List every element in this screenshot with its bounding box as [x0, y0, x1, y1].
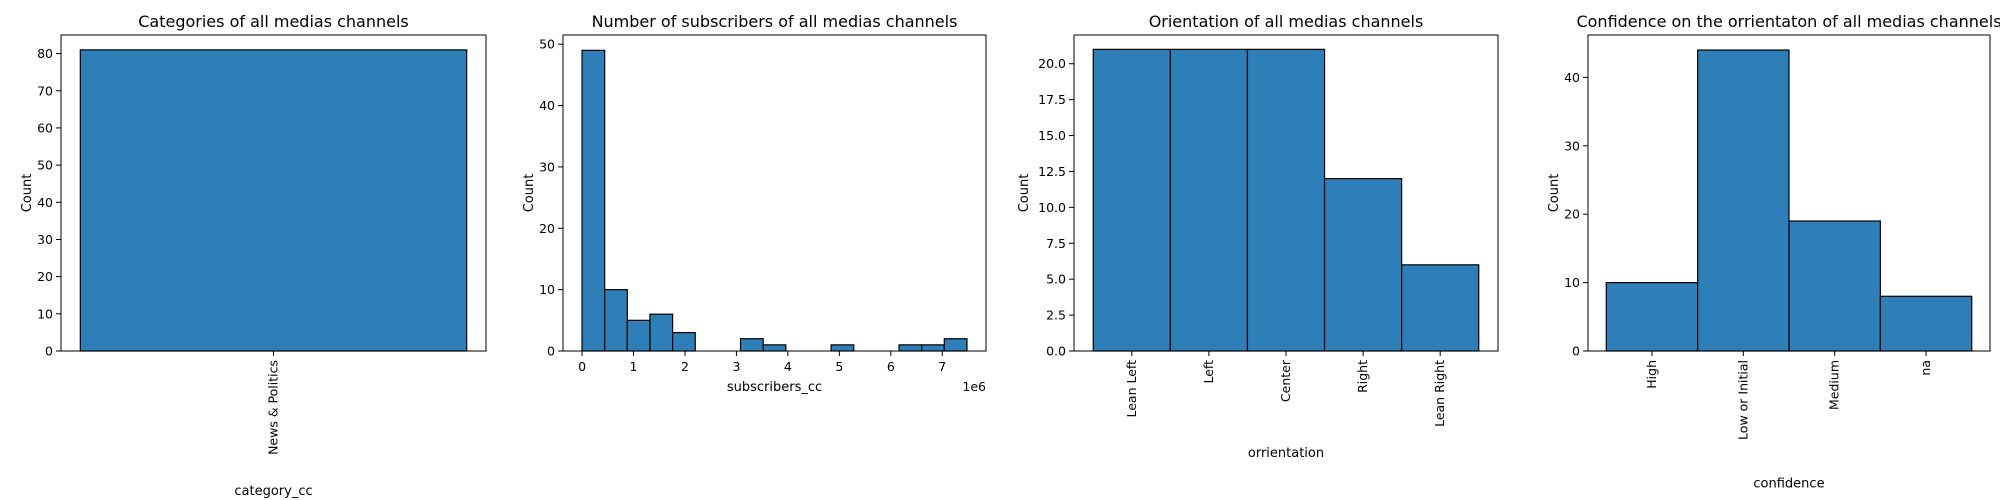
y-tick-label: 5.0: [1046, 272, 1066, 287]
y-tick-label: 10: [539, 282, 555, 297]
bar: [762, 344, 787, 352]
bar: [626, 319, 651, 352]
x-axis-label: confidence: [1753, 476, 1824, 491]
bar: [649, 313, 674, 352]
y-tick-label: 50: [539, 37, 555, 52]
y-tick-label: 0.0: [1046, 344, 1066, 359]
x-tick-label: Lean Right: [1432, 360, 1447, 427]
y-tick-label: 30: [539, 159, 555, 174]
bar: [1169, 48, 1249, 352]
x-axis-label: subscribers_cc: [727, 380, 822, 395]
y-tick-label: 60: [37, 120, 53, 135]
axes-frame: [60, 34, 487, 352]
y-tick-label: 40: [1564, 70, 1580, 85]
y-tick-label: 10.0: [1038, 200, 1066, 215]
x-tick-label: 2: [681, 359, 689, 374]
x-axis-label: orrientation: [1248, 446, 1324, 461]
bar: [79, 49, 468, 352]
bar: [1879, 295, 1973, 352]
y-axis-label: Count: [522, 174, 537, 213]
y-tick-label: 7.5: [1046, 236, 1066, 251]
y-tick-label: 20.0: [1038, 56, 1066, 71]
x-tick-label: 4: [784, 359, 792, 374]
bar: [943, 338, 968, 352]
y-tick-label: 12.5: [1038, 164, 1066, 179]
x-offset-label: 1e6: [962, 379, 986, 394]
y-tick-label: 17.5: [1038, 92, 1066, 107]
x-tick-label: 0: [578, 359, 586, 374]
axes-frame: [562, 34, 987, 352]
y-tick-label: 10: [37, 306, 53, 321]
y-tick-label: 2.5: [1046, 308, 1066, 323]
y-tick-label: 70: [37, 83, 53, 98]
y-tick-label: 0: [547, 344, 555, 359]
chart-2: 0 1 2 3 4 5 6 7 1e6 subscribers_cc 0 10 20 30 40 50 Coun…: [522, 12, 987, 395]
y-tick-label: 30: [1564, 138, 1580, 153]
bar: [1246, 48, 1326, 352]
x-tick-label: News & Politics: [266, 360, 281, 455]
chart-4: High Low or Initial Medium na confidence 0 10 2…: [1547, 12, 2000, 491]
y-tick-label: 20: [1564, 207, 1580, 222]
chart-title: Number of subscribers of all medias chan…: [592, 12, 958, 31]
x-tick-label: 7: [938, 359, 946, 374]
axes-frame: [1587, 34, 1991, 352]
y-tick-label: 30: [37, 232, 53, 247]
x-tick-label: Lean Left: [1124, 360, 1139, 418]
x-tick-label: Right: [1355, 360, 1370, 393]
x-tick-label: 5: [835, 359, 843, 374]
x-tick-label: 3: [732, 359, 740, 374]
y-tick-label: 40: [37, 195, 53, 210]
y-tick-label: 50: [37, 158, 53, 173]
bar: [830, 344, 855, 352]
chart-title: Confidence on the orrientaton of all med…: [1576, 12, 2000, 31]
y-axis-label: Count: [20, 174, 35, 213]
axes-frame: [1073, 34, 1499, 352]
y-tick-label: 20: [37, 269, 53, 284]
bar: [921, 344, 945, 352]
bar: [1605, 282, 1699, 352]
x-tick-label: Center: [1278, 359, 1293, 402]
y-tick-label: 80: [37, 46, 53, 61]
x-tick-label: Low or Initial: [1735, 360, 1750, 440]
bar: [739, 338, 764, 352]
y-axis-label: Count: [1017, 174, 1032, 213]
y-tick-label: 0: [1572, 344, 1580, 359]
bar: [604, 289, 628, 352]
bar: [672, 331, 696, 352]
x-tick-label: na: [1918, 360, 1933, 376]
y-tick-label: 20: [539, 221, 555, 236]
x-axis-label: category_cc: [234, 484, 312, 499]
x-tick-label: 1: [630, 359, 638, 374]
chart-1: News & Politics category_cc 0 10 20 30 40 50 60 7…: [20, 12, 487, 499]
bar: [1323, 178, 1403, 352]
x-tick-label: High: [1644, 360, 1659, 389]
y-tick-label: 40: [539, 98, 555, 113]
chart-title: Orientation of all medias channels: [1149, 12, 1424, 31]
bar: [1092, 48, 1171, 352]
bar: [898, 344, 923, 352]
y-axis-label: Count: [1547, 174, 1562, 213]
bar: [1788, 220, 1881, 352]
y-tick-label: 0: [45, 344, 53, 359]
chart-title: Categories of all medias channels: [138, 12, 409, 31]
bar: [1697, 49, 1790, 352]
x-tick-label: 6: [887, 359, 895, 374]
bar: [1401, 264, 1480, 352]
y-tick-label: 10: [1564, 275, 1580, 290]
bar: [581, 49, 606, 352]
chart-3: Lean Left Left Center Right Lean Right orrien…: [1017, 12, 1499, 461]
x-tick-label: Medium: [1827, 360, 1842, 410]
y-tick-label: 15.0: [1038, 128, 1066, 143]
x-tick-label: Left: [1201, 360, 1216, 384]
